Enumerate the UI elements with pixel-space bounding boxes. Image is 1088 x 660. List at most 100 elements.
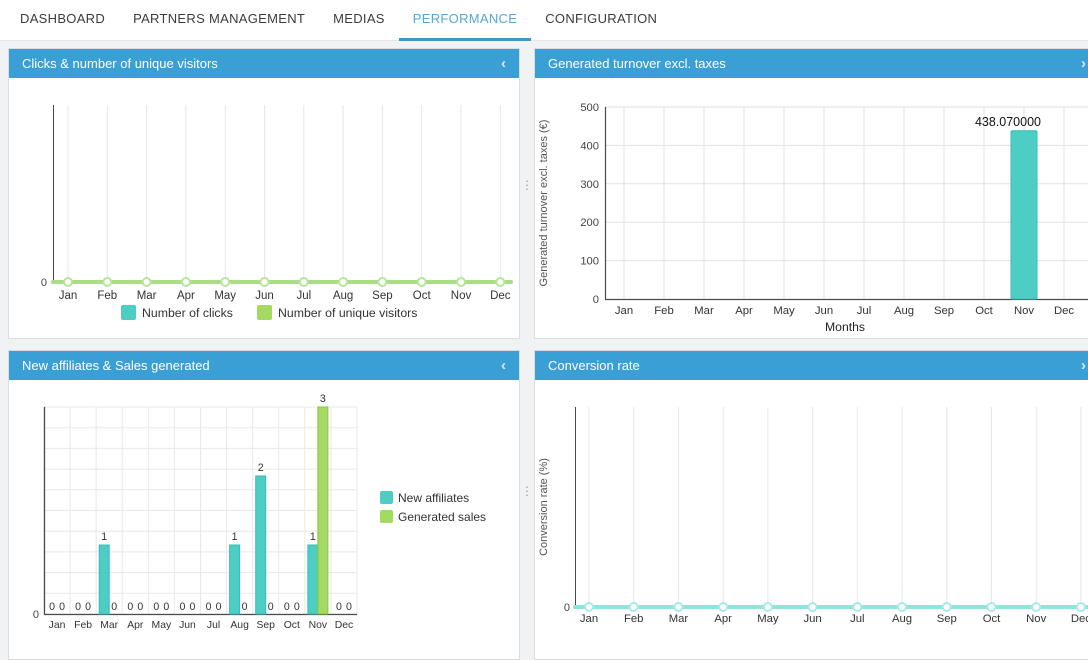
collapse-left-icon[interactable]: ‹: [501, 55, 506, 72]
svg-text:Sep: Sep: [372, 290, 392, 302]
svg-text:0: 0: [268, 601, 274, 613]
svg-text:Apr: Apr: [127, 620, 144, 631]
svg-text:0: 0: [284, 601, 290, 613]
tab-configuration[interactable]: CONFIGURATION: [545, 11, 658, 26]
drag-handle-icon[interactable]: ⋮: [521, 484, 533, 498]
svg-text:0: 0: [85, 601, 91, 613]
svg-text:Jan: Jan: [615, 305, 633, 317]
bar-value-label: 438.070000: [975, 115, 1041, 129]
svg-text:May: May: [214, 290, 236, 302]
x-tick-labels: Jan Feb Mar Apr May Jun Jul Aug Sep Oct Nov Dec: [580, 613, 1088, 625]
svg-text:Aug: Aug: [894, 305, 914, 317]
svg-text:0: 0: [242, 601, 248, 613]
svg-text:Jun: Jun: [179, 620, 196, 631]
svg-text:Apr: Apr: [714, 613, 732, 625]
collapse-left-icon[interactable]: ‹: [501, 357, 506, 374]
svg-text:0: 0: [75, 601, 81, 613]
collapse-right-icon[interactable]: ›: [1081, 55, 1086, 72]
bars: [98, 406, 329, 615]
y-axis-title: Conversion rate (%): [538, 458, 550, 556]
top-navigation: DASHBOARD PARTNERS MANAGEMENT MEDIAS PER…: [0, 0, 1088, 41]
panel-header-turnover[interactable]: Generated turnover excl. taxes ›: [535, 49, 1088, 78]
svg-text:0: 0: [137, 601, 143, 613]
svg-text:Apr: Apr: [177, 290, 195, 302]
x-tick-labels: Jan Feb Mar Apr May Jun Jul Aug Sep Oct Nov Dec: [49, 620, 354, 631]
svg-text:0: 0: [346, 601, 352, 613]
svg-text:0: 0: [163, 601, 169, 613]
data-point-marker: [762, 602, 773, 612]
drag-handle-icon[interactable]: ⋮: [521, 178, 533, 192]
data-point-marker: [852, 602, 863, 612]
svg-text:0: 0: [49, 601, 55, 613]
data-point-marker: [807, 602, 818, 612]
data-point-marker: [673, 602, 684, 612]
svg-text:500: 500: [580, 102, 599, 114]
svg-text:1: 1: [310, 531, 316, 543]
panel-title: Conversion rate: [548, 358, 640, 373]
svg-text:0: 0: [59, 601, 65, 613]
data-point-marker: [298, 277, 309, 287]
tab-performance[interactable]: PERFORMANCE: [398, 0, 532, 41]
x-tick-labels: Jan Feb Mar Apr May Jun Jul Aug Sep Oct Nov Dec: [615, 305, 1075, 317]
tab-dashboard[interactable]: DASHBOARD: [20, 11, 106, 26]
legend: New affiliates Generated sales: [380, 491, 486, 524]
svg-text:Jul: Jul: [207, 620, 220, 631]
svg-text:Nov: Nov: [1014, 305, 1034, 317]
data-point-marker: [718, 602, 729, 612]
data-point-marker: [416, 277, 427, 287]
turnover-bar: [1010, 130, 1038, 300]
svg-text:Mar: Mar: [669, 613, 689, 625]
svg-text:200: 200: [580, 217, 599, 229]
panel-turnover: Generated turnover excl. taxes › 500 400 3…: [534, 48, 1088, 339]
svg-text:Apr: Apr: [735, 305, 753, 317]
svg-text:Jan: Jan: [59, 290, 78, 302]
svg-text:May: May: [773, 305, 795, 317]
plot-area: [43, 406, 358, 616]
data-point-marker: [141, 277, 152, 287]
svg-text:400: 400: [580, 140, 599, 152]
tab-partners-management[interactable]: PARTNERS MANAGEMENT: [133, 11, 306, 26]
data-point-marker: [1075, 602, 1086, 612]
panel-header-clicks[interactable]: Clicks & number of unique visitors ‹: [9, 49, 519, 78]
svg-text:Feb: Feb: [624, 613, 643, 625]
svg-text:Dec: Dec: [335, 620, 353, 631]
svg-text:Jun: Jun: [803, 613, 821, 625]
svg-text:Jun: Jun: [815, 305, 833, 317]
data-point-marker: [180, 277, 191, 287]
svg-text:0: 0: [180, 601, 186, 613]
svg-text:Aug: Aug: [333, 290, 353, 302]
svg-text:Mar: Mar: [137, 290, 157, 302]
y-tick-label: 0: [41, 277, 47, 289]
data-point-marker: [220, 277, 231, 287]
svg-text:Jul: Jul: [857, 305, 871, 317]
svg-text:Sep: Sep: [937, 613, 957, 625]
svg-text:2: 2: [258, 462, 264, 474]
svg-text:0: 0: [190, 601, 196, 613]
svg-text:Aug: Aug: [230, 620, 249, 631]
data-point-marker: [102, 277, 113, 287]
svg-text:Nov: Nov: [309, 620, 328, 631]
panel-conversion-rate: Conversion rate › 0 Conversion rate (%) Ja…: [534, 350, 1088, 660]
y-tick-labels: 500 400 300 200 100 0: [580, 102, 599, 306]
svg-text:0: 0: [294, 601, 300, 613]
svg-text:0: 0: [111, 601, 117, 613]
clicks-visitors-chart: 0 Jan Feb Mar Apr May Jun Jul Aug Sep Oct Nov Dec Num…: [41, 105, 513, 320]
collapse-right-icon[interactable]: ›: [1081, 357, 1086, 374]
svg-text:Jul: Jul: [296, 290, 311, 302]
panel-title: New affiliates & Sales generated: [22, 358, 210, 373]
svg-text:Feb: Feb: [97, 290, 117, 302]
panel-header-conversion[interactable]: Conversion rate ›: [535, 351, 1088, 380]
svg-text:0: 0: [593, 294, 599, 306]
svg-text:3: 3: [320, 393, 326, 405]
x-axis-title: Months: [825, 320, 865, 334]
x-tick-labels: Jan Feb Mar Apr May Jun Jul Aug Sep Oct Nov Dec: [59, 290, 511, 302]
svg-text:Mar: Mar: [100, 620, 118, 631]
svg-text:Dec: Dec: [1054, 305, 1074, 317]
tab-medias[interactable]: MEDIAS: [333, 11, 385, 26]
data-point-marker: [1031, 602, 1042, 612]
panel-header-affiliates[interactable]: New affiliates & Sales generated ‹: [9, 351, 519, 380]
data-point-marker: [584, 602, 594, 612]
